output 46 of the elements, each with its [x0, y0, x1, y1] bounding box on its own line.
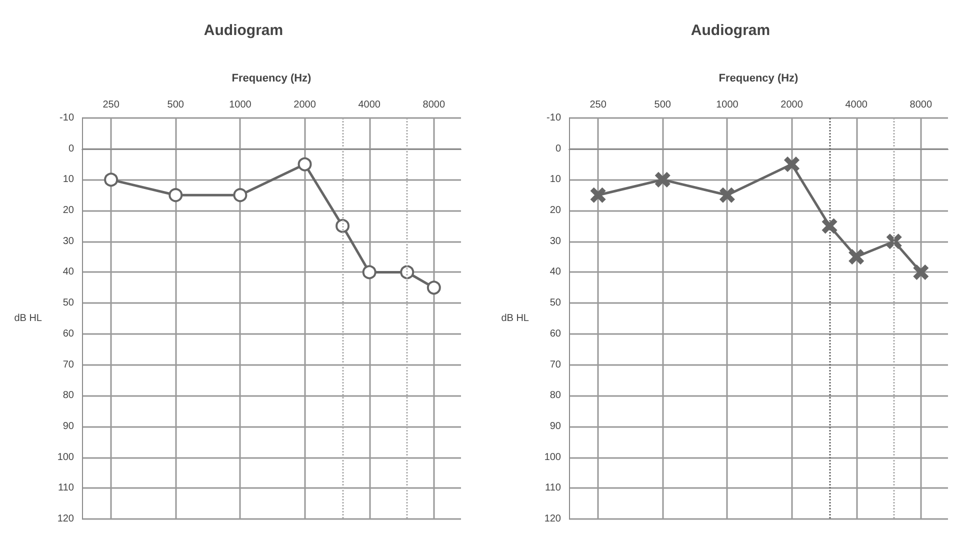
- y-tick-label: 70: [62, 359, 74, 370]
- y-tick-label: 80: [62, 390, 74, 402]
- y-tick-label: 40: [550, 266, 562, 278]
- y-tick-label: 30: [550, 236, 562, 247]
- chart-title: Audiogram: [690, 22, 770, 39]
- y-tick-label: 80: [550, 390, 562, 402]
- y-tick-label: 0: [68, 143, 74, 154]
- y-tick-label: 60: [550, 328, 562, 340]
- x-axis-title: Frequency (Hz): [232, 72, 312, 84]
- y-tick-label: 10: [62, 174, 74, 186]
- y-tick-label: -10: [60, 112, 74, 124]
- y-tick-label: 60: [62, 328, 74, 340]
- x-tick-label: 4000: [358, 100, 381, 110]
- y-tick-label: 10: [550, 174, 562, 186]
- x-axis-title: Frequency (Hz): [718, 72, 799, 84]
- y-axis-title: dB HL: [14, 313, 42, 324]
- y-tick-label: 30: [62, 236, 74, 247]
- x-tick-label: 250: [590, 100, 607, 110]
- y-tick-label: 70: [550, 359, 562, 370]
- x-tick-label: 4000: [845, 100, 868, 110]
- x-tick-label: 1000: [229, 100, 252, 110]
- y-tick-label: 90: [62, 420, 74, 432]
- y-tick-label: 100: [544, 452, 562, 463]
- y-tick-label: 0: [555, 143, 562, 154]
- y-tick-label: -10: [546, 112, 562, 124]
- y-tick-label: 20: [62, 205, 74, 216]
- y-tick-label: 120: [57, 514, 74, 524]
- x-tick-label: 1000: [716, 100, 739, 110]
- y-axis-title: dB HL: [501, 313, 530, 324]
- y-tick-label: 50: [550, 298, 562, 309]
- y-tick-label: 110: [545, 482, 562, 494]
- x-tick-label: 2000: [294, 100, 316, 110]
- y-tick-label: 50: [62, 298, 74, 309]
- y-tick-label: 90: [550, 420, 562, 432]
- x-tick-label: 8000: [910, 100, 932, 110]
- x-tick-label: 2000: [780, 100, 804, 110]
- x-tick-label: 500: [654, 100, 672, 110]
- y-tick-label: 110: [58, 482, 74, 494]
- x-tick-label: 500: [167, 100, 184, 110]
- x-tick-label: 250: [102, 100, 120, 110]
- y-tick-label: 20: [550, 205, 562, 216]
- y-tick-label: 100: [57, 452, 74, 463]
- y-tick-label: 120: [544, 514, 562, 524]
- chart-title: Audiogram: [204, 22, 284, 39]
- x-tick-label: 8000: [422, 100, 446, 110]
- y-tick-label: 40: [62, 266, 74, 278]
